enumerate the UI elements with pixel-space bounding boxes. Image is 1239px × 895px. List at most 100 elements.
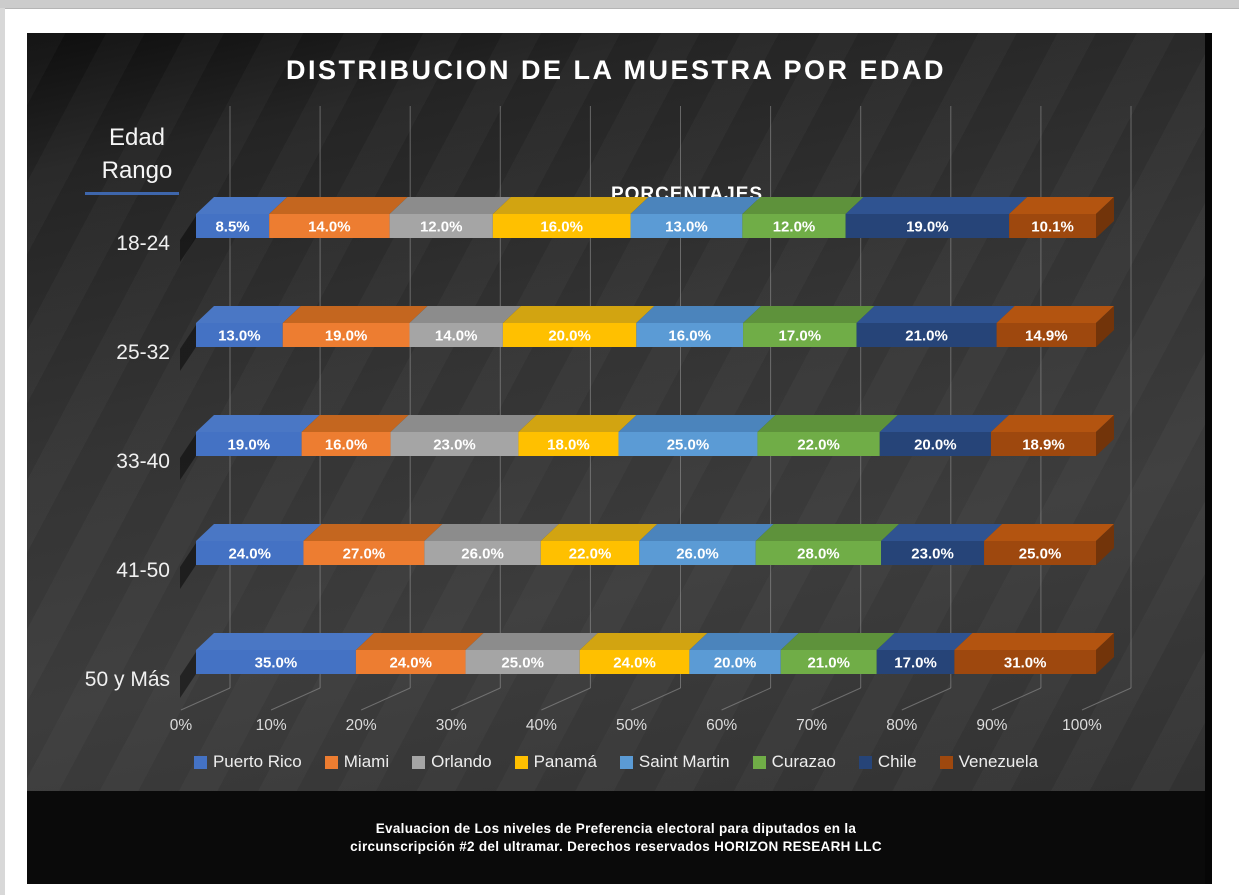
legend-label: Chile xyxy=(877,752,917,771)
bar-segment-top xyxy=(879,415,1009,432)
bar-segment xyxy=(303,541,425,565)
bar-segment-top xyxy=(1009,197,1114,214)
bar-segment-top xyxy=(755,524,900,541)
bar-segment-top xyxy=(196,415,320,432)
bar-segment-top xyxy=(743,306,875,323)
bar-segment-label: 26.0% xyxy=(461,546,504,563)
bar-segment-side xyxy=(1096,415,1114,456)
bar-segment-top xyxy=(196,306,301,323)
bar-segment xyxy=(954,650,1096,674)
x-tick-label: 10% xyxy=(256,717,287,734)
bar-segment xyxy=(492,214,631,238)
bar-segment xyxy=(196,432,302,456)
bar-segment-top xyxy=(409,306,521,323)
bar-segment xyxy=(389,214,493,238)
bar-segment-label: 19.0% xyxy=(325,328,368,345)
bar-shadow xyxy=(180,216,196,262)
bar-segment-label: 25.0% xyxy=(667,437,710,454)
bar-segment xyxy=(196,650,356,674)
bar-segment xyxy=(845,214,1010,238)
bar-segment xyxy=(757,432,880,456)
bar-segment-label: 16.0% xyxy=(325,437,368,454)
bar-segment-label: 25.0% xyxy=(501,655,544,672)
category-label: 33-40 xyxy=(116,450,170,473)
bar-segment xyxy=(780,650,877,674)
bar-segment-label: 17.0% xyxy=(779,328,822,345)
bar-segment xyxy=(579,650,690,674)
window-top-edge xyxy=(0,0,1239,9)
gridline-floor xyxy=(991,687,1042,711)
bar-segment xyxy=(630,214,743,238)
bar-segment xyxy=(390,432,519,456)
bar-segment-label: 35.0% xyxy=(255,655,298,672)
chart-title: DISTRIBUCION DE LA MUESTRA POR EDAD xyxy=(285,55,946,85)
bar-segment xyxy=(743,323,857,347)
bar-segment xyxy=(639,541,756,565)
category-label: 18-24 xyxy=(116,232,170,255)
legend-label: Venezuela xyxy=(958,752,1039,771)
bar-segment-top xyxy=(876,633,973,650)
legend-color-swatch xyxy=(324,755,338,769)
bar-segment-label: 10.1% xyxy=(1031,219,1074,236)
legend-color-swatch xyxy=(752,755,766,769)
bar-shadow xyxy=(180,652,196,698)
bar-segment xyxy=(282,323,410,347)
bar-segment-top xyxy=(636,306,762,323)
bar-segment-label: 24.0% xyxy=(389,655,432,672)
y-axis-title: Edad Rango xyxy=(67,121,207,187)
bar-segment-label: 24.0% xyxy=(613,655,656,672)
bar-segment-label: 23.0% xyxy=(911,546,954,563)
bar-segment xyxy=(1009,214,1096,238)
bar-segment-top xyxy=(518,415,637,432)
bar-segment-top xyxy=(618,415,776,432)
bar-segment-label: 20.0% xyxy=(548,328,591,345)
legend-item: Curazao xyxy=(752,752,836,772)
bar-segment xyxy=(856,323,997,347)
legend-item: Puerto Rico xyxy=(193,752,302,772)
x-tick-label: 0% xyxy=(170,717,193,734)
footer-line-1: Evaluacion de Los niveles de Preferencia… xyxy=(375,821,857,836)
bar-segment-top xyxy=(780,633,895,650)
bar-segment xyxy=(996,323,1096,347)
y-axis-title-line-2: Rango xyxy=(101,157,173,184)
bar-segment-label: 17.0% xyxy=(894,655,937,672)
bar-segment-top xyxy=(390,415,537,432)
legend-item: Panamá xyxy=(514,752,597,772)
legend-label: Saint Martin xyxy=(638,752,730,771)
bar-segment-top xyxy=(639,524,774,541)
gridline-floor xyxy=(541,687,591,711)
legend-label: Puerto Rico xyxy=(212,752,302,771)
bar-segment xyxy=(876,650,955,674)
bar-segment-top xyxy=(996,306,1114,323)
bar-segment-label: 14.9% xyxy=(1025,328,1068,345)
legend-item: Saint Martin xyxy=(619,752,730,772)
bar-segment xyxy=(540,541,640,565)
legend-color-swatch xyxy=(412,755,426,769)
bar-segment-label: 20.0% xyxy=(914,437,957,454)
bar-segment-label: 27.0% xyxy=(343,546,386,563)
bar-segment-label: 18.0% xyxy=(547,437,590,454)
bar-segment-top xyxy=(465,633,598,650)
gridline-floor xyxy=(811,687,861,711)
x-tick-label: 60% xyxy=(706,717,737,734)
bar-segment xyxy=(990,432,1096,456)
bar-segment-top xyxy=(689,633,799,650)
bar-segment xyxy=(502,323,637,347)
bar-segment-label: 31.0% xyxy=(1004,655,1047,672)
bar-shadow xyxy=(180,434,196,480)
bar-segment xyxy=(879,432,991,456)
y-axis-title-underline xyxy=(85,192,179,195)
category-label: 25-32 xyxy=(116,341,170,364)
bar-segment-label: 25.0% xyxy=(1019,546,1062,563)
bar-segment xyxy=(355,650,466,674)
x-tick-label: 40% xyxy=(526,717,557,734)
gridline-floor xyxy=(721,687,771,711)
bar-segment xyxy=(424,541,541,565)
bar-segment-label: 8.5% xyxy=(215,219,249,236)
bar-segment-label: 24.0% xyxy=(228,546,271,563)
window-left-edge xyxy=(0,8,5,895)
bar-segment-top xyxy=(757,415,898,432)
gridline-floor xyxy=(180,687,231,711)
bar-segment-top xyxy=(540,524,658,541)
